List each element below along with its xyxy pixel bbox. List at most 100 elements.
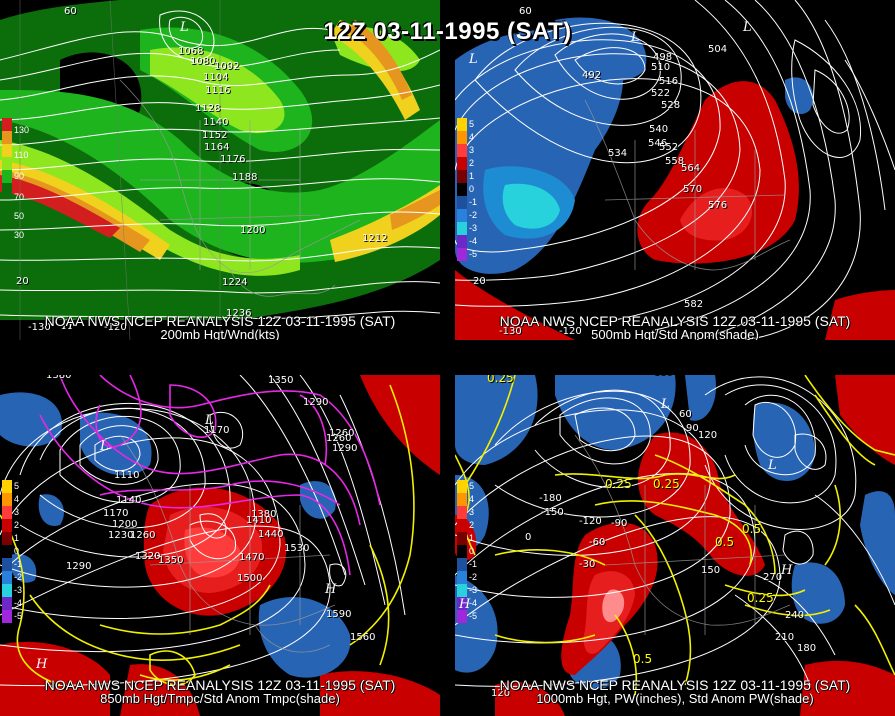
contour-label: 150 — [701, 565, 721, 576]
contour-label: -90 — [611, 518, 628, 529]
legend-850mb-label: -3 — [14, 585, 23, 595]
map-title: 12Z 03-11-1995 (SAT) — [323, 18, 572, 45]
contour-label: 1560 — [350, 632, 376, 643]
low-marker: L — [180, 20, 189, 35]
contour-label: 1230 — [108, 530, 134, 541]
contour-label: 180 — [797, 643, 817, 654]
legend-1000mb-label: -4 — [469, 598, 478, 608]
legend-200mb-label-2: 90 — [14, 171, 25, 181]
panel-200mb-source: NOAA NWS NCEP REANALYSIS 12Z 03-11-1995 … — [44, 313, 396, 329]
contour-label: 180 — [653, 375, 672, 378]
legend-200mb-label-5: 30 — [14, 230, 25, 240]
lat-label: 60 — [519, 6, 532, 17]
contour-label: 1470 — [239, 552, 265, 563]
low-marker: L — [100, 439, 109, 454]
legend-500mb-label: -4 — [469, 236, 478, 246]
legend-850mb-label: -1 — [14, 559, 23, 569]
contour-label: 1440 — [258, 529, 284, 540]
contour-label: 1350 — [171, 375, 196, 378]
panel-850mb[interactable]: 5 4 3 2 1 0 -1 -2 -3 -4 -5 1380 1350 135… — [0, 375, 440, 716]
legend-1000mb-label: -1 — [469, 559, 478, 569]
contour-label: 528 — [661, 100, 681, 111]
legend-850mb-label: -5 — [14, 611, 23, 621]
contour-label: 522 — [651, 88, 671, 99]
legend-500mb-label: 4 — [469, 132, 475, 142]
contour-label: 1380 — [46, 375, 72, 381]
contour-label: 1530 — [284, 543, 310, 554]
pw-label: 0.5 — [633, 652, 653, 666]
contour-label: 1320 — [135, 551, 161, 562]
contour-label: 1104 — [203, 72, 229, 83]
legend-200mb-label-3: 70 — [14, 192, 25, 202]
contour-label: 60 — [679, 409, 692, 420]
contour-label: 1080 — [190, 56, 216, 67]
legend-500mb-label: -3 — [469, 223, 478, 233]
low-marker: L — [205, 413, 214, 428]
contour-label: 516 — [659, 76, 679, 87]
legend-200mb-label-0: 130 — [14, 125, 30, 135]
lat-label: 60 — [64, 6, 77, 17]
legend-850mb-label: -2 — [14, 572, 23, 582]
contour-label: -120 — [579, 516, 602, 527]
panel-200mb[interactable]: 130 110 90 70 50 30 1068 1080 1092 1104 … — [0, 0, 440, 340]
contour-label: 1200 — [112, 519, 138, 530]
legend-500mb — [457, 118, 467, 261]
contour-label: 1290 — [303, 397, 329, 408]
legend-500mb-label: 5 — [469, 119, 475, 129]
contour-label: 1410 — [246, 515, 272, 526]
pw-label: 0.25 — [653, 477, 680, 491]
contour-label: 1152 — [202, 130, 228, 141]
legend-1000mb-label: -5 — [469, 611, 478, 621]
contour-label: 1260 — [329, 428, 355, 439]
legend-500mb-label: -5 — [469, 249, 478, 259]
contour-label: 546 — [648, 138, 668, 149]
panel-1000mb[interactable]: 5 4 3 2 1 0 -1 -2 -3 -4 -5 180 60 90 120… — [455, 375, 895, 716]
legend-1000mb-label: 2 — [469, 520, 475, 530]
contour-label: 0 — [525, 532, 532, 543]
map-200mb-graphic — [0, 0, 440, 340]
high-marker: H — [325, 582, 337, 597]
contour-label: 1590 — [326, 609, 352, 620]
contour-label: 564 — [681, 163, 701, 174]
contour-label: 558 — [665, 156, 685, 167]
pw-label: 0.25 — [487, 375, 514, 385]
legend-850mb-label: -4 — [14, 598, 23, 608]
legend-200mb-label-4: 50 — [14, 211, 25, 221]
contour-label: 1200 — [240, 225, 266, 236]
panel-500mb-source: NOAA NWS NCEP REANALYSIS 12Z 03-11-1995 … — [499, 313, 851, 329]
lon-label: -130 — [28, 322, 51, 333]
panel-500mb-caption: 500mb Hgt/Std Anom(shade) — [591, 327, 759, 340]
legend-200mb-label-1: 110 — [14, 150, 29, 160]
low-marker: L — [469, 52, 478, 67]
contour-label: 120 — [698, 430, 718, 441]
legend-200mb — [2, 118, 12, 196]
panel-850mb-source: NOAA NWS NCEP REANALYSIS 12Z 03-11-1995 … — [44, 677, 396, 693]
pw-label: 0.25 — [747, 591, 774, 605]
contour-label: 576 — [708, 200, 728, 211]
panel-500mb[interactable]: 5 4 3 2 1 0 -1 -2 -3 -4 -5 492 498 504 5… — [455, 0, 895, 340]
legend-850mb-label: 2 — [14, 520, 20, 530]
contour-label: 270 — [763, 572, 783, 583]
contour-label: 1128 — [195, 103, 221, 114]
contour-label: 120 — [491, 688, 511, 699]
pw-label: 0.5 — [715, 535, 735, 549]
contour-label: 498 — [653, 52, 673, 63]
legend-1000mb-label: 0 — [469, 546, 475, 556]
legend-500mb-label: 2 — [469, 158, 475, 168]
lat-label: 20 — [473, 276, 486, 287]
contour-label: 210 — [775, 632, 795, 643]
contour-label: 1140 — [203, 117, 229, 128]
contour-label: 1224 — [222, 277, 248, 288]
lat-label: 20 — [16, 276, 29, 287]
contour-label: -30 — [579, 559, 596, 570]
high-marker: H — [36, 657, 48, 672]
contour-label: 1380 — [251, 509, 277, 520]
contour-label: -150 — [541, 507, 564, 518]
low-marker: L — [743, 20, 752, 35]
contour-label: 1068 — [178, 46, 204, 57]
contour-label: 492 — [582, 70, 602, 81]
legend-1000mb-label: 1 — [469, 533, 475, 543]
legend-850mb-label: 3 — [14, 507, 20, 517]
legend-850mb-label: 4 — [14, 494, 20, 504]
contour-label: 1290 — [332, 443, 358, 454]
